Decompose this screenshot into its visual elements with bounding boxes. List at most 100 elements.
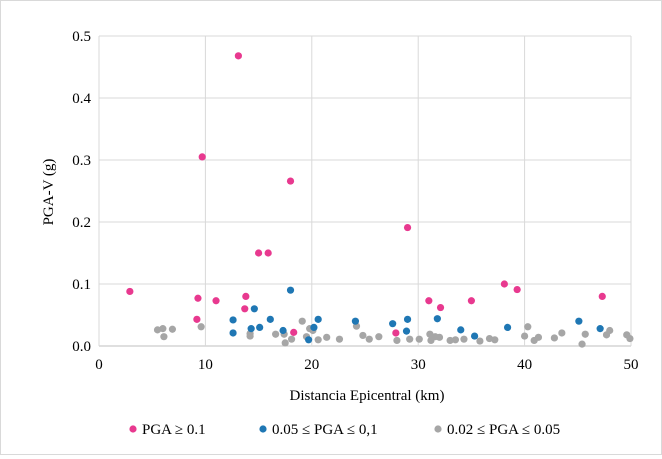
- data-point: [392, 329, 400, 337]
- data-point: [550, 334, 558, 342]
- legend-marker: [434, 425, 442, 433]
- data-point: [365, 335, 373, 343]
- data-point: [247, 325, 255, 333]
- data-point: [193, 315, 201, 323]
- y-tick-label: 0.5: [72, 29, 91, 45]
- data-points: [126, 52, 634, 348]
- data-point: [433, 315, 441, 323]
- x-axis-title: Distancia Epicentral (km): [290, 388, 445, 404]
- data-point: [575, 317, 583, 325]
- data-point: [393, 336, 401, 345]
- data-point: [359, 331, 367, 340]
- data-point: [314, 336, 322, 344]
- data-point: [375, 333, 383, 341]
- y-tick-label: 0.1: [72, 277, 91, 293]
- y-tick-label: 0.3: [72, 153, 91, 169]
- data-point: [250, 305, 258, 313]
- data-point: [256, 323, 264, 331]
- data-point: [314, 315, 322, 323]
- data-point: [598, 292, 606, 300]
- data-point: [581, 330, 589, 338]
- x-tick-label: 40: [517, 357, 532, 373]
- data-point: [425, 297, 433, 305]
- data-point: [234, 52, 242, 60]
- x-tick-label: 30: [411, 357, 426, 373]
- legend-marker: [129, 425, 137, 433]
- data-point: [467, 297, 475, 305]
- tick-labels: 0.0 0.1 0.2 0.3 0.4 0.5 0 10 20 30 40 50: [72, 29, 638, 373]
- data-point: [403, 315, 412, 323]
- y-tick-label: 0.4: [72, 91, 91, 107]
- data-point: [126, 287, 134, 296]
- data-point: [279, 326, 287, 335]
- data-point: [212, 297, 220, 305]
- legend-label: 0.05 ≤ PGA ≤ 0,1: [272, 422, 378, 438]
- data-point: [160, 333, 168, 341]
- data-point: [402, 327, 411, 335]
- data-point: [406, 335, 414, 343]
- data-point: [457, 326, 465, 334]
- y-axis-title: PGA-V (g): [41, 159, 57, 226]
- data-point: [266, 315, 274, 323]
- gridlines: [98, 35, 632, 347]
- data-point: [287, 335, 296, 343]
- data-point: [198, 153, 206, 161]
- data-point: [159, 325, 167, 333]
- data-point: [229, 316, 237, 324]
- data-point: [272, 330, 280, 338]
- data-point: [286, 286, 295, 294]
- data-point: [255, 249, 263, 257]
- data-point: [310, 323, 318, 331]
- y-tick-label: 0.0: [72, 339, 91, 355]
- data-point: [246, 332, 254, 340]
- data-point: [415, 335, 423, 343]
- x-tick-label: 50: [624, 357, 639, 373]
- data-point: [290, 328, 298, 336]
- data-point: [460, 335, 468, 343]
- data-point: [281, 339, 289, 347]
- data-point: [596, 325, 604, 333]
- data-point: [264, 249, 272, 257]
- data-point: [323, 333, 331, 341]
- data-point: [305, 336, 313, 344]
- data-point: [521, 332, 529, 340]
- data-point: [626, 334, 634, 343]
- data-point: [298, 317, 306, 325]
- legend-label: 0.02 ≤ PGA ≤ 0.05: [447, 422, 560, 438]
- data-point: [194, 294, 202, 302]
- data-point: [470, 332, 479, 340]
- legend-label: PGA ≥ 0.1: [142, 422, 206, 438]
- data-point: [558, 329, 566, 337]
- data-point: [476, 337, 484, 345]
- x-tick-label: 0: [95, 357, 103, 373]
- data-point: [436, 303, 445, 312]
- data-point: [534, 333, 543, 341]
- x-tick-label: 20: [304, 357, 319, 373]
- data-point: [197, 323, 205, 331]
- data-point: [578, 340, 586, 348]
- data-point: [403, 223, 412, 232]
- data-point: [606, 326, 614, 335]
- data-point: [286, 177, 295, 185]
- data-point: [446, 336, 454, 345]
- data-point: [500, 280, 508, 288]
- y-tick-label: 0.2: [72, 215, 91, 231]
- data-point: [491, 336, 499, 344]
- x-tick-label: 10: [198, 357, 213, 373]
- data-point: [335, 335, 344, 343]
- data-point: [168, 325, 177, 333]
- data-point: [389, 320, 397, 328]
- data-point: [513, 285, 521, 294]
- data-point: [229, 329, 237, 337]
- data-point: [451, 336, 460, 344]
- data-point: [503, 323, 512, 331]
- data-point: [351, 317, 360, 325]
- data-point: [435, 333, 444, 341]
- data-point: [241, 305, 249, 313]
- legend: PGA ≥ 0.1 0.05 ≤ PGA ≤ 0,1 0.02 ≤ PGA ≤ 0.…: [129, 422, 560, 438]
- data-point: [524, 323, 532, 331]
- data-point: [242, 292, 250, 300]
- legend-marker: [259, 425, 267, 433]
